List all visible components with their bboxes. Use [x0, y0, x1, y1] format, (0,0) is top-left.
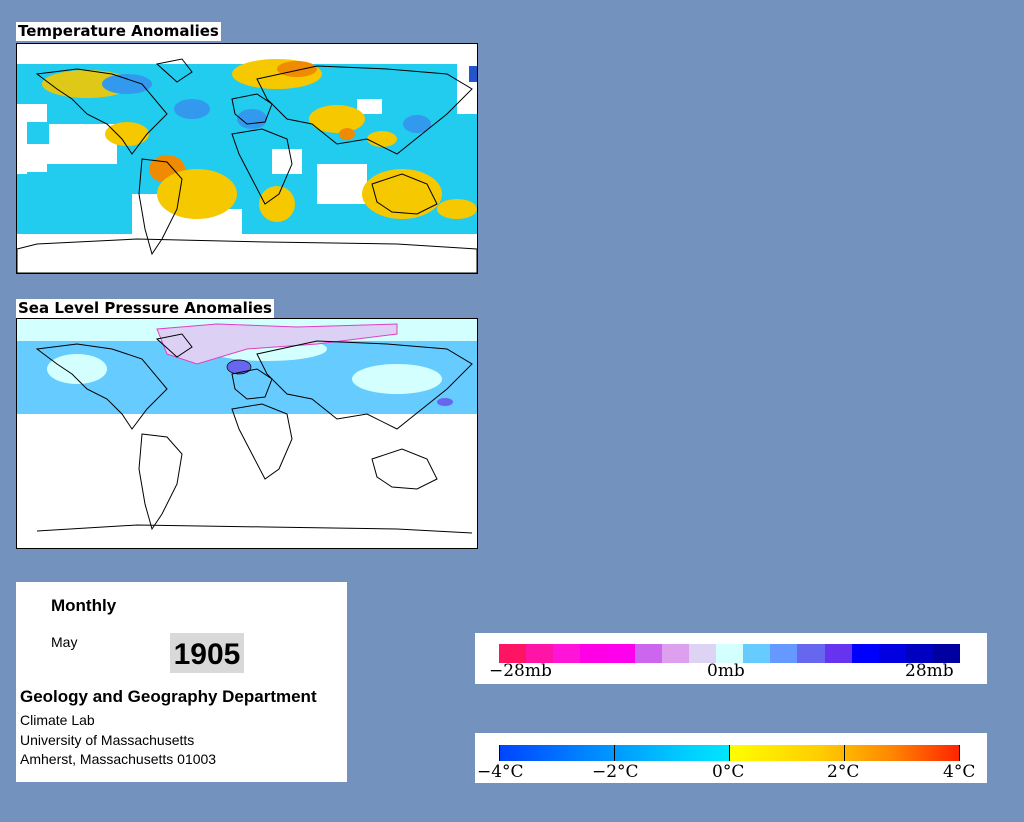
- period-heading: Monthly: [51, 596, 117, 615]
- pressure-swatch: [688, 644, 716, 663]
- pressure-swatch: [716, 644, 744, 663]
- pressure-swatch: [933, 644, 961, 663]
- pressure-swatch: [824, 644, 852, 663]
- pressure-swatch: [797, 644, 825, 663]
- temperature-label-minus2: −2°C: [592, 762, 639, 782]
- temperature-tick: [499, 745, 500, 761]
- university-name: University of Massachusetts: [20, 732, 195, 748]
- temperature-legend: −4°C −2°C 0°C 2°C 4°C: [475, 733, 987, 783]
- pressure-swatch: [607, 644, 635, 663]
- temperature-label-0: 0°C: [712, 762, 745, 782]
- temperature-tick: [844, 745, 845, 761]
- pressure-swatch: [526, 644, 554, 663]
- temperature-label-4: 4°C: [943, 762, 976, 782]
- department-name: Geology and Geography Department: [20, 687, 317, 706]
- pressure-swatch: [661, 644, 689, 663]
- pressure-color-bar: [499, 644, 961, 663]
- address-line: Amherst, Massachusetts 01003: [20, 751, 217, 767]
- year-display: 1905: [170, 633, 244, 673]
- temperature-label-minus4: −4°C: [477, 762, 524, 782]
- temperature-color-bar: [499, 745, 960, 761]
- temperature-tick: [614, 745, 615, 761]
- pressure-swatch: [851, 644, 879, 663]
- pressure-swatch: [580, 644, 608, 663]
- lab-name: Climate Lab: [20, 712, 95, 728]
- pressure-legend: −28mb 0mb 28mb: [475, 633, 987, 684]
- pressure-swatch: [905, 644, 933, 663]
- pressure-swatch: [553, 644, 581, 663]
- temperature-tick: [729, 745, 730, 761]
- pressure-anomaly-map-graphic: [17, 319, 477, 548]
- pressure-swatch: [499, 644, 527, 663]
- temperature-anomaly-map: [16, 43, 478, 274]
- temperature-label-2: 2°C: [827, 762, 860, 782]
- pressure-max-label: 28mb: [905, 661, 954, 681]
- pressure-swatch: [743, 644, 771, 663]
- pressure-min-label: −28mb: [489, 661, 552, 681]
- pressure-swatch: [634, 644, 662, 663]
- pressure-swatch: [878, 644, 906, 663]
- pressure-panel-title: Sea Level Pressure Anomalies: [16, 299, 274, 318]
- month-label: May: [51, 634, 78, 650]
- pressure-anomaly-map: [16, 318, 478, 549]
- temperature-panel-title: Temperature Anomalies: [16, 22, 221, 41]
- pressure-swatch: [770, 644, 798, 663]
- temperature-tick: [959, 745, 960, 761]
- info-box: Monthly May 1905 Geology and Geography D…: [16, 582, 347, 782]
- temperature-anomaly-map-graphic: [17, 44, 477, 273]
- pressure-mid-label: 0mb: [707, 661, 745, 681]
